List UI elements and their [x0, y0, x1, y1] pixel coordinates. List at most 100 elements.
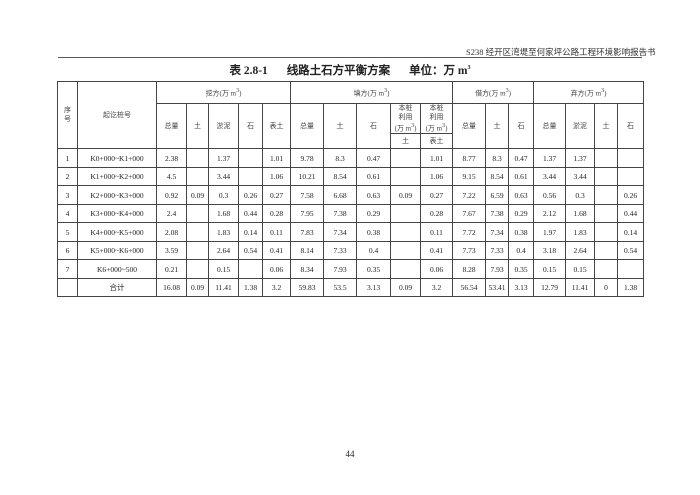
table-cell: 0.27 [420, 185, 453, 205]
table-cell: 1.37 [533, 148, 566, 168]
table-cell: 0.26 [617, 185, 644, 205]
table-cell: 0.35 [508, 259, 534, 279]
table-cell: 11.41 [565, 277, 595, 298]
table-cell: 1.01 [420, 148, 453, 168]
table-row: 1 K0+000~K1+000 2.38 1.37 1.01 9.78 8.3 0.47 1.0… [57, 148, 644, 168]
table-cell: 7.67 [452, 203, 486, 224]
header-seq: 序号 [57, 80, 78, 150]
table-row: 3 K2+000~K3+000 0.92 0.09 0.3 0.26 0.27 7.58 6.6… [57, 185, 644, 205]
table-cell: 0.54 [617, 240, 644, 261]
table-cell [238, 166, 263, 187]
table-cell: K5+000~K6+000 [77, 240, 157, 261]
table-row: 5 K4+000~K5+000 2.08 1.83 0.14 0.11 7.83 7.34 0.… [57, 222, 644, 242]
header-fill-col: 石 [356, 102, 391, 150]
table-cell: 2.64 [565, 240, 595, 261]
table-cell: 7.34 [323, 222, 357, 242]
table-cell: 7 [57, 259, 78, 279]
table-cell: 2.4 [156, 203, 187, 224]
table-cell: 1.37 [208, 148, 239, 168]
table-cell: 3.13 [508, 277, 534, 298]
table-cell: 3.44 [533, 166, 566, 187]
table-cell: 0.54 [238, 240, 263, 261]
table-cell: 1.01 [262, 148, 291, 168]
unit-sup: 3 [467, 65, 471, 72]
table-cell [594, 166, 618, 187]
table-cell: 8.54 [485, 166, 509, 187]
table-cell: 7.33 [485, 240, 509, 261]
header-fill-col: 土 [323, 102, 357, 150]
header-reuse: 本桩 利用 (万 m3) [390, 102, 421, 135]
table-cell: 1 [57, 148, 78, 168]
table-cell [594, 185, 618, 205]
table-cell: 7.58 [290, 185, 324, 205]
table-cell: 0.41 [420, 240, 453, 261]
total-row: 合计 16.08 0.09 11.41 1.38 3.2 59.83 53.5 3.13 0.09… [57, 277, 644, 298]
table-cell: 1.38 [617, 277, 644, 298]
header-row: 总量土淤泥石表土 总量土石本桩 利用 (万 m3) 本桩 利用 (万 m3) 总量土石总量 淤泥… [58, 102, 644, 150]
header-waste-col: 总量 [533, 102, 566, 150]
table-cell: 0.63 [508, 185, 534, 205]
table-cell [186, 240, 209, 261]
table-cell [617, 148, 644, 168]
table-cell: K0+000~K1+000 [77, 148, 157, 168]
table-cell: 0.44 [238, 203, 263, 224]
header-borrow-col: 石 [508, 102, 534, 150]
table-cell: K3+000~K4+000 [77, 203, 157, 224]
table-cell: 6.59 [485, 185, 509, 205]
table-cell [390, 166, 421, 187]
table-cell: 1.83 [565, 222, 595, 242]
header-cut-col: 淤泥 [208, 102, 239, 150]
table-cell [390, 148, 421, 168]
table-cell: 3.13 [356, 277, 391, 298]
table-cell: 0.47 [356, 148, 391, 168]
table-cell: 3.44 [208, 166, 239, 187]
table-cell: 0.41 [262, 240, 291, 261]
table-cell: 0.61 [356, 166, 391, 187]
table-cell: 1.06 [420, 166, 453, 187]
table-cell: 7.73 [452, 240, 486, 261]
table-cell: 0.38 [508, 222, 534, 242]
table-cell: 0.06 [262, 259, 291, 279]
table-cell: 1.68 [208, 203, 239, 224]
table-cell: K6+000~500 [77, 259, 157, 279]
table-row: 6 K5+000~K6+000 3.59 2.64 0.54 0.41 8.14 7.33 0.… [57, 240, 644, 261]
table-cell: 0.56 [533, 185, 566, 205]
table-cell: 0.92 [156, 185, 187, 205]
header-cut-col: 表土 [262, 102, 291, 150]
table-cell: 9.78 [290, 148, 324, 168]
table-cell [617, 259, 644, 279]
table-cell: 0.06 [420, 259, 453, 279]
table-cell: 6.68 [323, 185, 357, 205]
table-title: 表 2.8-1 线路土石方平衡方案 单位：万 m3 [0, 62, 700, 78]
table-cell: 0.28 [262, 203, 291, 224]
table-cell: 1.83 [208, 222, 239, 242]
header-station: 起讫桩号 [77, 80, 157, 150]
table-cell: 2.38 [156, 148, 187, 168]
table-cell: 9.15 [452, 166, 486, 187]
table-cell: 0 [594, 277, 618, 298]
header-waste-col: 土 [594, 102, 618, 150]
earthwork-balance-table: 序号起讫桩号 挖方(万 m3) 填方(万 m3) 借方(万 m3) 弃方(万 m3) 总量… [57, 80, 644, 298]
table-cell: 6 [57, 240, 78, 261]
table-cell: 16.08 [156, 277, 187, 298]
header-waste-col: 石 [617, 102, 644, 150]
table-unit: 单位：万 m3 [409, 65, 470, 77]
table-row: 2 K1+000~K2+000 4.5 3.44 1.06 10.21 8.54 0.61 1.… [57, 166, 644, 187]
table-cell [238, 259, 263, 279]
table-cell: 7.34 [485, 222, 509, 242]
table-cell: 0.09 [390, 185, 421, 205]
table-cell: 5 [57, 222, 78, 242]
header-cut-col: 总量 [156, 102, 187, 150]
table-cell: 0.28 [420, 203, 453, 224]
table-cell: 0.27 [262, 185, 291, 205]
table-cell: 7.93 [323, 259, 357, 279]
header-reuse-sub: 表土 [420, 133, 453, 150]
table-cell [186, 259, 209, 279]
header-cut: 挖方(万 m3) [156, 81, 291, 104]
table-cell [594, 148, 618, 168]
table-row: 7 K6+000~500 0.21 0.15 0.06 8.34 7.93 0.35 0.06 8… [57, 259, 644, 279]
table-cell: 8.3 [485, 148, 509, 168]
unit-label: 单位：万 m [409, 65, 468, 77]
table-cell: 2 [57, 166, 78, 187]
table-cell: 11.41 [208, 277, 239, 298]
